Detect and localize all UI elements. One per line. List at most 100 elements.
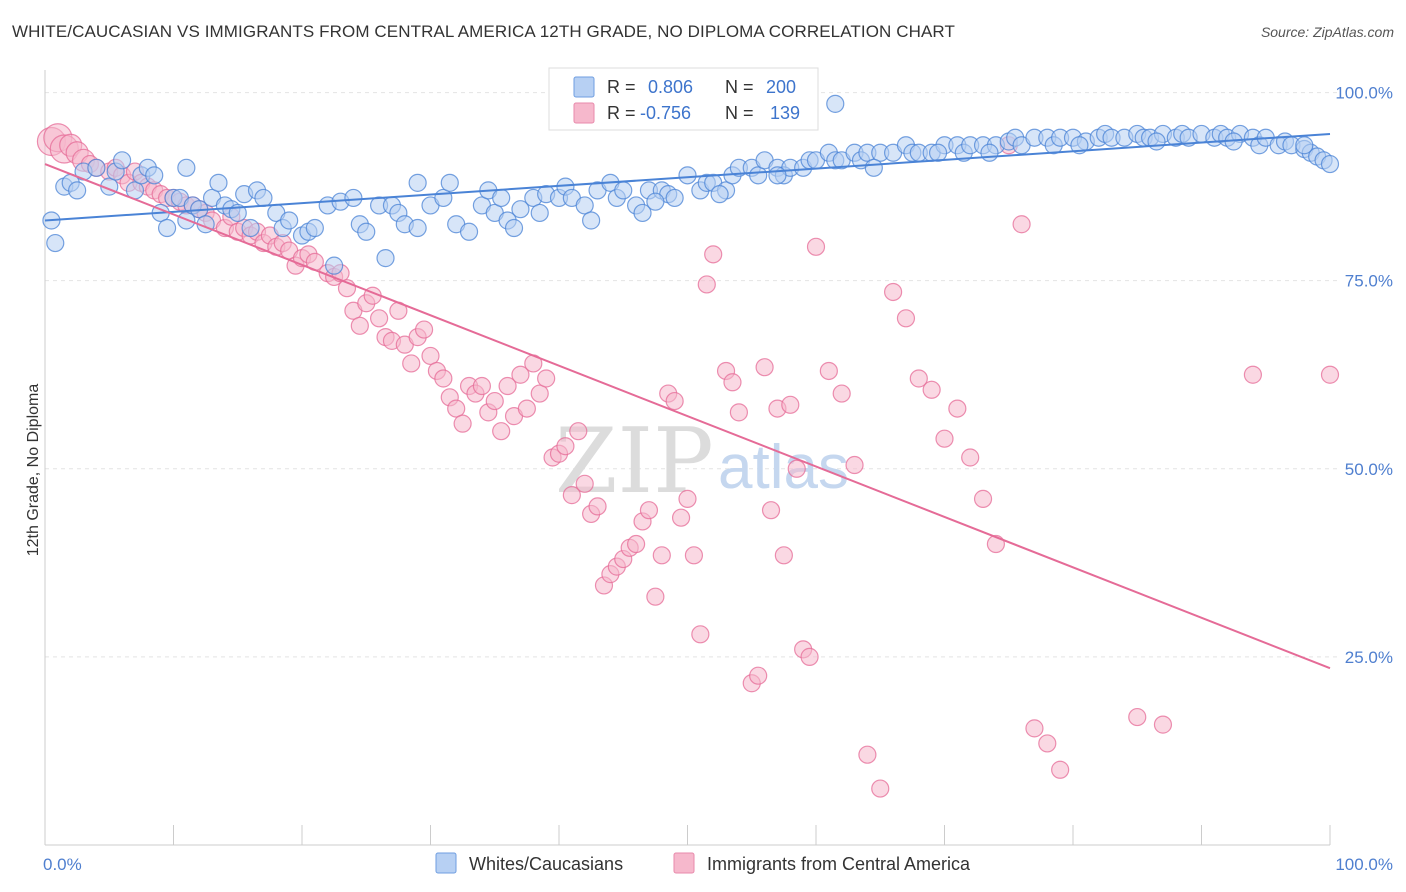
whites-point-29 <box>254 188 273 208</box>
immigrants-point-123 <box>922 380 941 399</box>
whites-point-147 <box>826 94 845 113</box>
immigrants-point-111 <box>787 459 806 478</box>
y-tick-labels: 100.0% 75.0% 50.0% 25.0% <box>1335 84 1393 667</box>
axes <box>44 70 1331 846</box>
whites-point-35 <box>305 218 324 238</box>
series-legend: Whites/Caucasians Immigrants from Centra… <box>435 852 971 874</box>
immigrants-point-77 <box>556 437 575 456</box>
bottom-legend-label-immigrants: Immigrants from Central America <box>707 854 971 874</box>
immigrants-point-117 <box>845 455 864 475</box>
immigrants-point-96 <box>678 489 697 508</box>
x-tick-label-1: 100.0% <box>1335 855 1393 874</box>
immigrants-point-45 <box>350 316 369 335</box>
legend-r-label-2: R = <box>607 103 636 123</box>
immigrants-point-137 <box>1320 365 1340 384</box>
immigrants-point-122 <box>909 369 928 388</box>
immigrants-point-136 <box>1243 365 1263 384</box>
whites-point-15 <box>157 218 177 238</box>
immigrants-point-134 <box>1128 707 1147 727</box>
whites-point-150 <box>408 173 427 192</box>
whites-point-157 <box>980 143 999 162</box>
immigrants-point-97 <box>684 546 704 565</box>
immigrants-point-125 <box>948 399 967 418</box>
immigrants-point-68 <box>498 376 517 396</box>
immigrants-point-109 <box>774 546 793 565</box>
immigrants-point-131 <box>1025 719 1044 738</box>
watermark-atlas: atlas <box>718 433 849 502</box>
whites-point-70 <box>614 181 633 200</box>
y-tick-label-0: 100.0% <box>1335 84 1393 103</box>
y-axis-label: 12th Grade, No Diploma <box>25 384 42 557</box>
whites-point-32 <box>280 211 299 230</box>
whites-point-149 <box>209 173 228 192</box>
immigrants-point-98 <box>691 625 710 644</box>
whites-point-66 <box>582 211 601 230</box>
immigrants-point-100 <box>704 245 723 264</box>
legend-r-value-1: 0.806 <box>648 77 693 97</box>
whites-point-13 <box>145 166 164 185</box>
immigrants-point-95 <box>671 508 691 527</box>
immigrants-point-82 <box>588 497 607 516</box>
immigrants-point-64 <box>472 376 491 396</box>
legend-n-label-2: N = <box>725 103 754 123</box>
whites-point-148 <box>177 158 196 177</box>
whites-point-60 <box>530 203 549 223</box>
legend-n-label-1: N = <box>725 77 754 97</box>
whites-point-146 <box>1320 154 1340 174</box>
immigrants-point-124 <box>935 429 954 448</box>
correlation-legend: R = 0.806 N = 200 R = -0.756 N = 139 <box>548 67 819 131</box>
immigrants-point-127 <box>973 489 993 508</box>
immigrants-point-120 <box>883 282 903 302</box>
whites-point-37 <box>325 256 344 275</box>
immigrants-point-94 <box>665 391 684 411</box>
whites-point-152 <box>646 192 665 211</box>
whites-point-156 <box>928 143 948 162</box>
immigrants-point-135 <box>1153 715 1173 734</box>
immigrants-point-67 <box>492 422 511 441</box>
immigrants-point-133 <box>1051 760 1070 779</box>
x-tick-label-0: 0.0% <box>43 855 82 874</box>
legend-swatch-whites <box>573 76 595 98</box>
immigrants-point-132 <box>1038 734 1057 753</box>
immigrants-point-110 <box>781 395 800 414</box>
whites-point-49 <box>434 188 453 208</box>
whites-point-77 <box>678 166 697 185</box>
trend-lines <box>44 132 1331 670</box>
whites-point-27 <box>241 218 260 238</box>
whites-point-57 <box>504 218 524 238</box>
trend-line-whites <box>44 132 1331 222</box>
immigrants-point-103 <box>729 403 749 422</box>
immigrants-point-102 <box>723 373 742 392</box>
source-label: Source: ZipAtlas.com <box>1260 24 1394 40</box>
chart-title: WHITE/CAUCASIAN VS IMMIGRANTS FROM CENTR… <box>12 22 955 41</box>
whites-point-4 <box>68 181 87 200</box>
y-tick-label-3: 25.0% <box>1345 648 1393 667</box>
immigrants-point-80 <box>575 474 594 493</box>
legend-swatch-immigrants <box>573 102 595 124</box>
legend-r-value-2: -0.756 <box>640 103 691 123</box>
whites-point-47 <box>408 218 427 238</box>
immigrants-point-74 <box>537 369 556 388</box>
immigrants-point-114 <box>806 237 826 256</box>
immigrants-point-119 <box>871 779 890 798</box>
whites-point-153 <box>710 185 729 204</box>
whites-point-9 <box>112 151 132 170</box>
immigrants-point-113 <box>800 647 819 666</box>
whites-point-85 <box>749 166 768 185</box>
legend-n-value-1: 200 <box>766 77 796 97</box>
immigrants-point-55 <box>414 320 434 339</box>
y-tick-label-1: 75.0% <box>1345 272 1393 291</box>
immigrants-point-78 <box>562 486 581 505</box>
immigrants-point-91 <box>646 587 665 606</box>
immigrants-point-71 <box>517 399 536 418</box>
immigrants-point-106 <box>755 358 774 377</box>
whites-point-43 <box>376 249 395 268</box>
whites-point-151 <box>492 188 511 208</box>
immigrants-point-116 <box>832 384 851 403</box>
immigrants-point-53 <box>402 354 421 373</box>
whites-point-1 <box>46 233 65 253</box>
immigrants-point-99 <box>697 275 716 294</box>
immigrants-point-118 <box>858 745 877 764</box>
immigrants-point-90 <box>639 501 659 520</box>
